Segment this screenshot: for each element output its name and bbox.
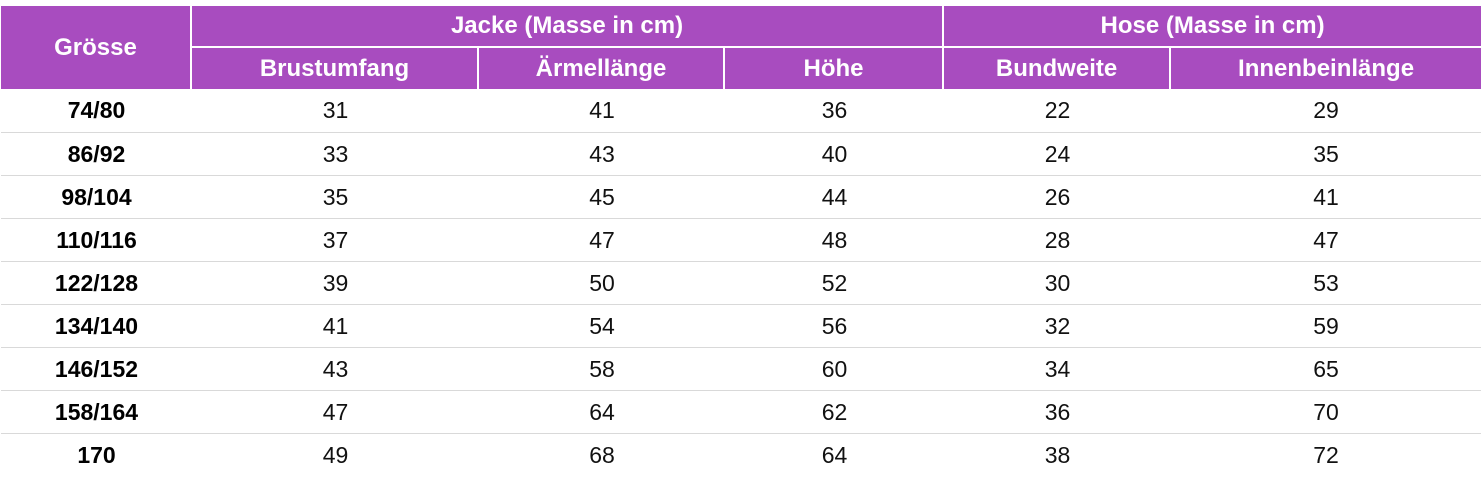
size-chart-table: Grösse Jacke (Masse in cm) Hose (Masse i… xyxy=(1,6,1482,476)
height-cell: 64 xyxy=(821,441,848,468)
inseam-column-header: Innenbeinlänge xyxy=(1171,48,1482,89)
table-row: 122/128 39 50 52 30 53 xyxy=(1,262,1482,305)
inseam-cell: 41 xyxy=(1171,176,1482,219)
size-cell: 122/128 xyxy=(1,262,192,305)
inseam-cell: 53 xyxy=(1171,262,1482,305)
size-cell: 170 xyxy=(77,441,116,468)
sleeve-cell: 47 xyxy=(479,219,725,262)
waist-cell: 22 xyxy=(944,89,1172,133)
inseam-cell: 65 xyxy=(1171,348,1482,391)
height-cell: 44 xyxy=(725,176,945,219)
table-row: 158/164 47 64 62 36 70 xyxy=(1,391,1482,434)
inseam-cell: 47 xyxy=(1171,219,1482,262)
height-cell: 40 xyxy=(725,133,945,176)
waist-column-header: Bundweite xyxy=(944,48,1172,89)
table-row: 86/92 33 43 40 24 35 xyxy=(1,133,1482,176)
height-cell: 48 xyxy=(725,219,945,262)
chest-cell: 33 xyxy=(192,133,479,176)
size-cell: 158/164 xyxy=(1,391,192,434)
table-row: 134/140 41 54 56 32 59 xyxy=(1,305,1482,348)
height-cell: 36 xyxy=(725,89,945,133)
table-body: 74/80 31 41 36 22 29 86/92 33 43 40 24 3… xyxy=(1,89,1482,476)
table-row: 98/104 35 45 44 26 41 xyxy=(1,176,1482,219)
size-cell: 74/80 xyxy=(1,89,192,133)
inseam-cell: 35 xyxy=(1171,133,1482,176)
waist-cell: 34 xyxy=(944,348,1172,391)
table-row: 74/80 31 41 36 22 29 xyxy=(1,89,1482,133)
waist-cell: 38 xyxy=(1044,441,1071,468)
sleeve-column-header: Ärmellänge xyxy=(479,48,725,89)
chest-cell: 41 xyxy=(192,305,479,348)
inseam-cell: 29 xyxy=(1171,89,1482,133)
chest-cell: 35 xyxy=(192,176,479,219)
height-cell: 60 xyxy=(725,348,945,391)
chest-cell: 37 xyxy=(192,219,479,262)
table-row: 170 49 68 64 38 72 xyxy=(1,434,1481,476)
chest-cell: 31 xyxy=(192,89,479,133)
waist-cell: 36 xyxy=(944,391,1172,434)
table-row: 146/152 43 58 60 34 65 xyxy=(1,348,1482,391)
sleeve-cell: 54 xyxy=(479,305,725,348)
sleeve-cell: 64 xyxy=(479,391,725,434)
height-cell: 56 xyxy=(725,305,945,348)
waist-cell: 24 xyxy=(944,133,1172,176)
chest-cell: 39 xyxy=(192,262,479,305)
chest-column-header: Brustumfang xyxy=(192,48,479,89)
inseam-cell: 59 xyxy=(1171,305,1482,348)
sleeve-cell: 50 xyxy=(479,262,725,305)
chest-cell: 43 xyxy=(192,348,479,391)
sleeve-cell: 58 xyxy=(479,348,725,391)
size-column-header: Grösse xyxy=(1,6,192,89)
inseam-cell: 70 xyxy=(1171,391,1482,434)
size-cell: 110/116 xyxy=(1,219,192,262)
size-cell: 134/140 xyxy=(1,305,192,348)
sleeve-cell: 43 xyxy=(479,133,725,176)
size-cell: 86/92 xyxy=(1,133,192,176)
sleeve-cell: 45 xyxy=(479,176,725,219)
waist-cell: 30 xyxy=(944,262,1172,305)
height-cell: 52 xyxy=(725,262,945,305)
waist-cell: 26 xyxy=(944,176,1172,219)
height-column-header: Höhe xyxy=(725,48,945,89)
pants-group-header: Hose (Masse in cm) xyxy=(944,6,1482,48)
waist-cell: 32 xyxy=(944,305,1172,348)
jacket-group-header: Jacke (Masse in cm) xyxy=(192,6,945,48)
sleeve-cell: 68 xyxy=(589,441,615,468)
table-row: 110/116 37 47 48 28 47 xyxy=(1,219,1482,262)
size-cell: 146/152 xyxy=(1,348,192,391)
height-cell: 62 xyxy=(725,391,945,434)
chest-cell: 47 xyxy=(192,391,479,434)
table-header: Grösse Jacke (Masse in cm) Hose (Masse i… xyxy=(1,6,1482,89)
sleeve-cell: 41 xyxy=(479,89,725,133)
chest-cell: 49 xyxy=(322,441,349,468)
size-cell: 98/104 xyxy=(1,176,192,219)
inseam-cell: 72 xyxy=(1313,441,1339,468)
waist-cell: 28 xyxy=(944,219,1172,262)
